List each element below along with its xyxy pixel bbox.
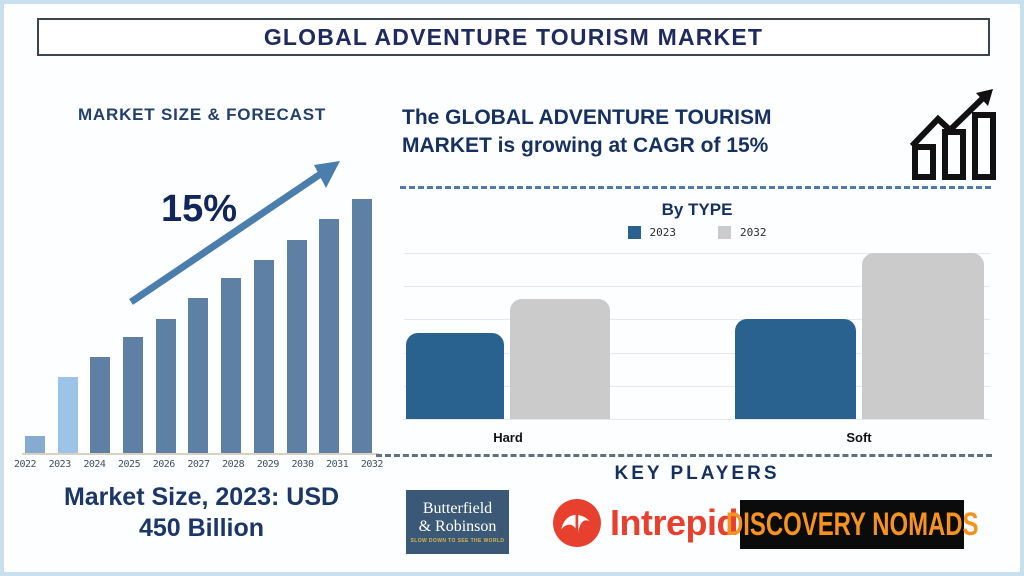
butterfield-tagline: SLOW DOWN TO SEE THE WORLD xyxy=(410,538,505,545)
year-label-2029: 2029 xyxy=(256,459,280,470)
market-size-2023-note: Market Size, 2023: USD 450 Billion xyxy=(19,482,384,545)
category-label-soft: Soft xyxy=(846,430,872,445)
year-label-2026: 2026 xyxy=(152,459,176,470)
category-label-hard: Hard xyxy=(493,430,523,445)
gridline xyxy=(404,419,990,420)
forecast-bar-2022 xyxy=(25,436,45,454)
key-players-heading: KEY PLAYERS xyxy=(614,463,780,484)
discovery-nomads-wordmark: DISCOVERY NOMADS xyxy=(725,505,979,543)
bytype-bar-hard-2032 xyxy=(510,299,610,419)
legend-item-2023: 2023 xyxy=(627,226,677,239)
year-label-2025: 2025 xyxy=(118,459,141,470)
forecast-bar-2027 xyxy=(188,298,209,454)
bytype-bar-soft-2032 xyxy=(862,253,984,419)
forecast-bars xyxy=(25,199,372,454)
gridline xyxy=(404,386,990,387)
by-type-chart: Hard Soft xyxy=(404,253,990,445)
legend-swatch-2023 xyxy=(627,226,641,239)
page-title: GLOBAL ADVENTURE TOURISM MARKET xyxy=(263,23,764,50)
by-type-heading: By TYPE xyxy=(661,200,733,219)
year-label-2031: 2031 xyxy=(326,459,349,470)
forecast-bar-2029 xyxy=(253,260,274,454)
year-label-2030: 2030 xyxy=(291,459,314,470)
forecast-year-labels: 2022 2023 2024 2025 2026 2027 2028 2029 2030 2031… xyxy=(8,459,389,470)
intrepid-wordmark: Intrepid xyxy=(610,502,739,543)
forecast-bar-2030 xyxy=(286,240,307,454)
legend-label-2023: 2023 xyxy=(649,226,677,239)
title-bar: GLOBAL ADVENTURE TOURISM MARKET xyxy=(37,18,990,56)
growth-statement-line2: MARKET is growing at CAGR of 15% xyxy=(402,134,769,158)
bar-chart-growth-icon xyxy=(909,89,996,180)
forecast-bar-2026 xyxy=(155,319,176,454)
butterfield-line1: Butterfield xyxy=(422,499,493,517)
year-label-2022: 2022 xyxy=(13,459,37,470)
logo-intrepid: Intrepid xyxy=(552,494,739,552)
bytype-bar-soft-2023 xyxy=(735,319,856,419)
market-size-line2: 450 Billion xyxy=(138,514,265,543)
dashed-divider-top xyxy=(400,186,991,189)
legend-label-2032: 2032 xyxy=(740,226,767,239)
market-size-heading: MARKET SIZE & FORECAST xyxy=(77,105,327,124)
forecast-bar-2024 xyxy=(90,357,111,454)
market-size-line1: Market Size, 2023: USD xyxy=(63,483,340,511)
growth-statement: The GLOBAL ADVENTURE TOURISM MARKET is g… xyxy=(402,104,882,161)
legend-swatch-2032 xyxy=(718,226,731,239)
year-label-2024: 2024 xyxy=(83,459,106,470)
forecast-bar-2032 xyxy=(351,199,372,454)
intrepid-circle-icon xyxy=(553,499,601,547)
logo-discovery-nomads: DISCOVERY NOMADS xyxy=(726,500,978,549)
year-label-2023: 2023 xyxy=(48,459,72,470)
gridline xyxy=(404,353,990,354)
gridline xyxy=(404,319,990,320)
year-label-2032: 2032 xyxy=(360,459,384,470)
year-label-2027: 2027 xyxy=(187,459,210,470)
butterfield-line2: & Robinson xyxy=(418,517,497,535)
growth-statement-line1: The GLOBAL ADVENTURE TOURISM xyxy=(402,106,772,129)
forecast-bar-2031 xyxy=(319,219,340,454)
gridline xyxy=(404,286,990,287)
legend-item-2032: 2032 xyxy=(718,226,767,239)
logo-butterfield-robinson: Butterfield & Robinson SLOW DOWN TO SEE … xyxy=(406,490,509,554)
forecast-x-axis-line xyxy=(22,453,379,455)
bytype-bar-hard-2023 xyxy=(406,333,504,419)
year-label-2028: 2028 xyxy=(222,459,245,470)
forecast-bar-2023 xyxy=(57,377,78,454)
dashed-divider-bottom xyxy=(376,454,992,457)
cagr-value: 15% xyxy=(160,188,238,230)
by-type-legend: 2023 2032 xyxy=(404,226,990,239)
forecast-bar-2025 xyxy=(123,337,144,454)
gridline xyxy=(404,253,990,254)
forecast-trend-arrow-icon xyxy=(129,161,340,305)
forecast-bar-2028 xyxy=(221,278,242,454)
